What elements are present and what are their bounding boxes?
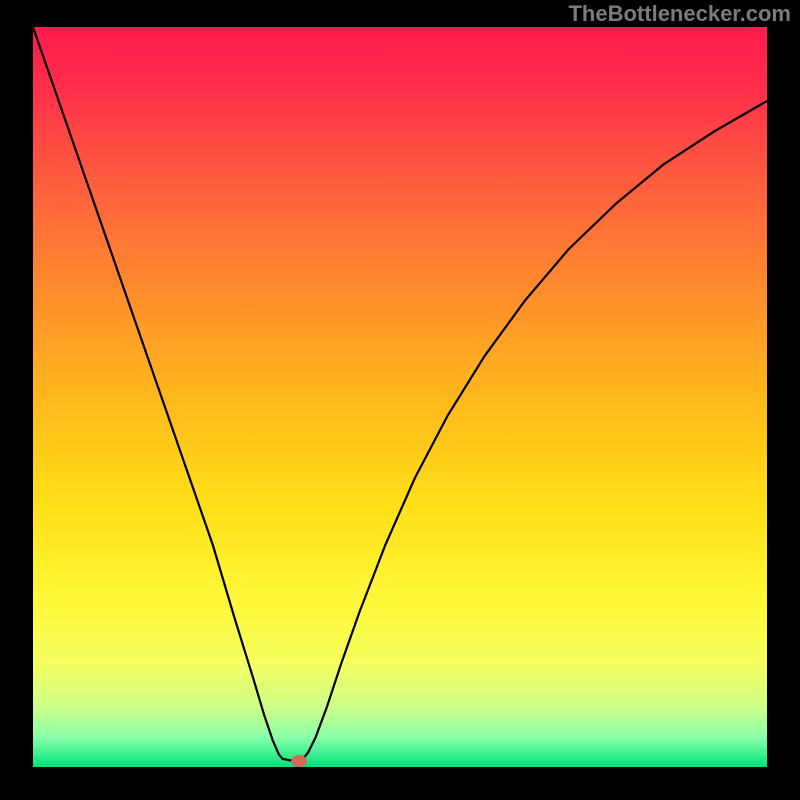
optimum-marker (291, 755, 307, 767)
chart-container: TheBottlenecker.com (0, 0, 800, 800)
watermark-text: TheBottlenecker.com (568, 1, 791, 27)
plot-area (33, 27, 767, 767)
bottleneck-curve (33, 27, 767, 767)
